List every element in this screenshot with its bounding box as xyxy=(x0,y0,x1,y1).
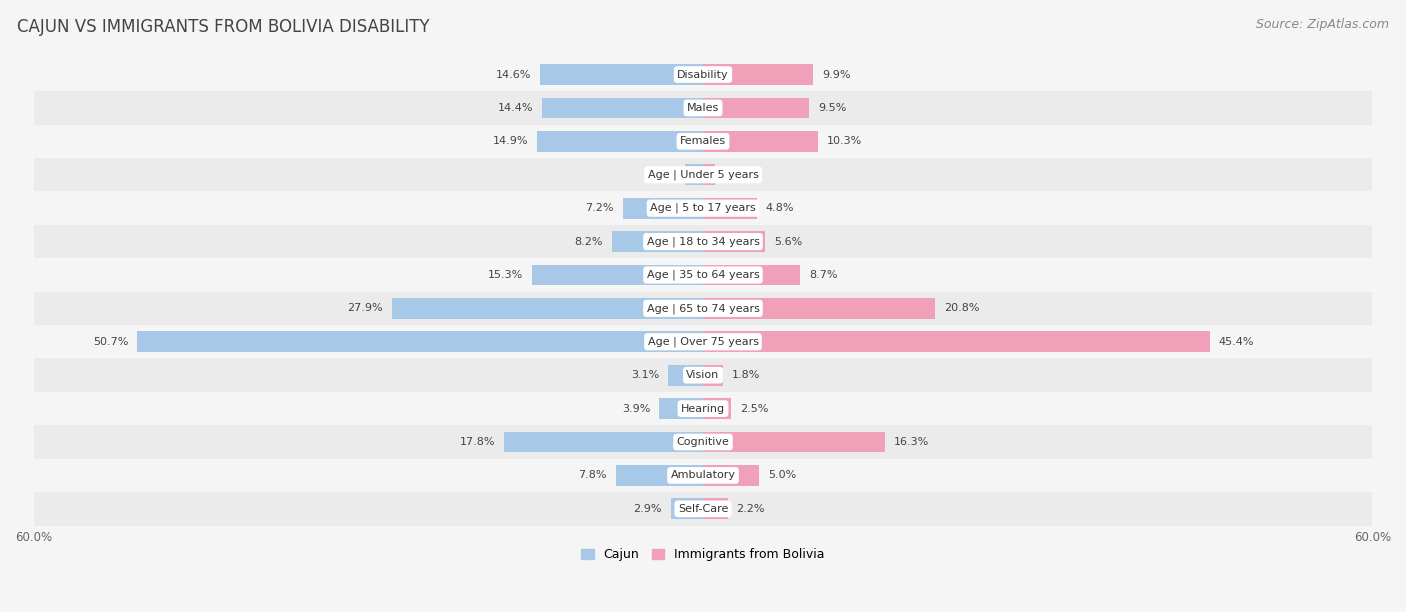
Text: 2.5%: 2.5% xyxy=(740,403,768,414)
Text: 45.4%: 45.4% xyxy=(1219,337,1254,347)
Bar xyxy=(505,431,703,452)
Bar xyxy=(34,292,1372,325)
Bar xyxy=(703,498,727,519)
Bar xyxy=(703,64,814,85)
Bar xyxy=(34,58,1372,91)
Bar xyxy=(34,125,1372,158)
Bar xyxy=(34,492,1372,526)
Bar xyxy=(703,298,935,319)
Text: Age | 18 to 34 years: Age | 18 to 34 years xyxy=(647,236,759,247)
Bar xyxy=(703,231,765,252)
Bar xyxy=(34,158,1372,192)
Text: Age | 65 to 74 years: Age | 65 to 74 years xyxy=(647,303,759,313)
Text: 7.2%: 7.2% xyxy=(585,203,614,213)
Text: Hearing: Hearing xyxy=(681,403,725,414)
Bar xyxy=(34,325,1372,359)
Bar xyxy=(138,332,703,352)
Bar xyxy=(34,359,1372,392)
Bar xyxy=(34,459,1372,492)
Bar xyxy=(703,332,1209,352)
Text: Source: ZipAtlas.com: Source: ZipAtlas.com xyxy=(1256,18,1389,31)
Text: Self-Care: Self-Care xyxy=(678,504,728,514)
Bar xyxy=(703,431,884,452)
Text: Age | 35 to 64 years: Age | 35 to 64 years xyxy=(647,270,759,280)
Legend: Cajun, Immigrants from Bolivia: Cajun, Immigrants from Bolivia xyxy=(576,543,830,566)
Text: 27.9%: 27.9% xyxy=(347,304,382,313)
Bar xyxy=(612,231,703,252)
Text: 3.9%: 3.9% xyxy=(623,403,651,414)
Text: 10.3%: 10.3% xyxy=(827,136,862,146)
Bar xyxy=(703,97,808,118)
Bar xyxy=(703,264,800,285)
Bar xyxy=(533,264,703,285)
Text: 15.3%: 15.3% xyxy=(488,270,523,280)
Bar xyxy=(703,465,759,486)
Text: 14.4%: 14.4% xyxy=(498,103,533,113)
Text: Age | Over 75 years: Age | Over 75 years xyxy=(648,337,758,347)
Text: CAJUN VS IMMIGRANTS FROM BOLIVIA DISABILITY: CAJUN VS IMMIGRANTS FROM BOLIVIA DISABIL… xyxy=(17,18,429,36)
Bar xyxy=(34,91,1372,125)
Text: Age | Under 5 years: Age | Under 5 years xyxy=(648,170,758,180)
Text: 9.5%: 9.5% xyxy=(818,103,846,113)
Text: 8.7%: 8.7% xyxy=(808,270,838,280)
Bar xyxy=(392,298,703,319)
Text: 14.6%: 14.6% xyxy=(496,70,531,80)
Bar xyxy=(659,398,703,419)
Bar xyxy=(703,198,756,218)
Bar xyxy=(623,198,703,218)
Bar xyxy=(616,465,703,486)
Bar xyxy=(540,64,703,85)
Text: 9.9%: 9.9% xyxy=(823,70,851,80)
Bar xyxy=(34,392,1372,425)
Text: Ambulatory: Ambulatory xyxy=(671,471,735,480)
Text: Disability: Disability xyxy=(678,70,728,80)
Text: 1.1%: 1.1% xyxy=(724,170,752,180)
Text: Vision: Vision xyxy=(686,370,720,380)
Text: Females: Females xyxy=(681,136,725,146)
Bar xyxy=(34,425,1372,459)
Text: 7.8%: 7.8% xyxy=(578,471,607,480)
Text: 14.9%: 14.9% xyxy=(492,136,527,146)
Text: 2.9%: 2.9% xyxy=(633,504,662,514)
Bar xyxy=(703,131,818,152)
Text: Age | 5 to 17 years: Age | 5 to 17 years xyxy=(650,203,756,214)
Bar xyxy=(34,192,1372,225)
Text: 3.1%: 3.1% xyxy=(631,370,659,380)
Bar xyxy=(685,165,703,185)
Text: 50.7%: 50.7% xyxy=(93,337,128,347)
Bar xyxy=(703,398,731,419)
Text: 5.0%: 5.0% xyxy=(768,471,796,480)
Text: 1.8%: 1.8% xyxy=(733,370,761,380)
Bar xyxy=(543,97,703,118)
Text: 20.8%: 20.8% xyxy=(943,304,980,313)
Text: 2.2%: 2.2% xyxy=(737,504,765,514)
Bar xyxy=(671,498,703,519)
Bar xyxy=(668,365,703,386)
Text: 8.2%: 8.2% xyxy=(574,237,603,247)
Text: 17.8%: 17.8% xyxy=(460,437,495,447)
Text: Males: Males xyxy=(688,103,718,113)
Text: Cognitive: Cognitive xyxy=(676,437,730,447)
Text: 5.6%: 5.6% xyxy=(775,237,803,247)
Bar xyxy=(703,365,723,386)
Bar xyxy=(703,165,716,185)
Bar xyxy=(34,225,1372,258)
Text: 16.3%: 16.3% xyxy=(894,437,929,447)
Bar xyxy=(34,258,1372,292)
Bar xyxy=(537,131,703,152)
Text: 4.8%: 4.8% xyxy=(765,203,794,213)
Text: 1.6%: 1.6% xyxy=(648,170,676,180)
